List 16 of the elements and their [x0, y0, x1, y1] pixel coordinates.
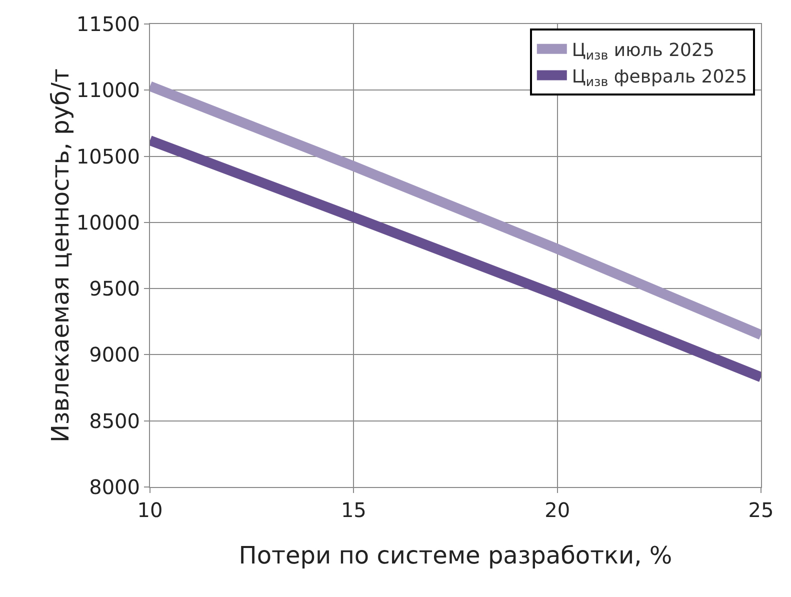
x-tick-label: 15 [340, 498, 366, 522]
y-tick-label: 11500 [76, 12, 140, 36]
x-axis-title: Потери по системе разработки, % [238, 541, 672, 570]
y-tick-label: 10000 [76, 210, 140, 234]
x-tick-label: 10 [137, 498, 163, 522]
x-tick-label: 20 [544, 498, 570, 522]
y-tick-label: 10500 [76, 144, 140, 168]
y-tick-label: 11000 [76, 78, 140, 102]
x-tick-label: 25 [748, 498, 774, 522]
legend-label: Ц$_{изв}$ февраль 2025 [572, 66, 748, 90]
y-tick-label: 8000 [89, 475, 140, 499]
y-tick-label: 8500 [89, 408, 140, 433]
legend-label: Ц$_{изв}$ июль 2025 [572, 40, 714, 63]
y-tick-label: 9000 [89, 342, 140, 367]
y-axis-title: Извлекаемая ценность, руб/т [46, 68, 74, 442]
y-tick-label: 9500 [89, 276, 140, 301]
